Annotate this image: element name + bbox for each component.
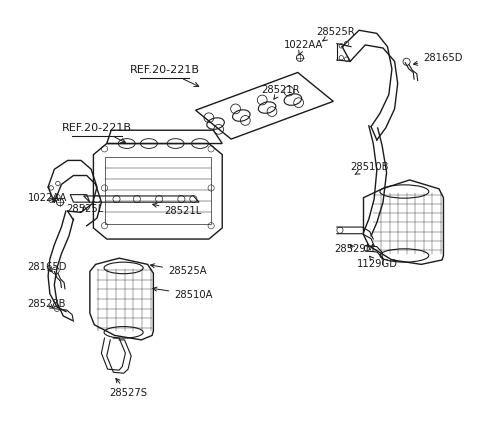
Text: 28510A: 28510A xyxy=(153,287,213,299)
Text: 28521L: 28521L xyxy=(153,203,202,216)
Text: 1129GD: 1129GD xyxy=(356,256,397,270)
Text: REF.20-221B: REF.20-221B xyxy=(62,123,132,143)
Text: 28528B: 28528B xyxy=(28,299,66,309)
Text: 28525R: 28525R xyxy=(316,26,355,41)
Text: 28527S: 28527S xyxy=(109,379,147,398)
Text: 28529M: 28529M xyxy=(334,244,374,254)
Text: 28165D: 28165D xyxy=(28,262,67,272)
Text: 28521R: 28521R xyxy=(261,85,300,99)
Text: 1022AA: 1022AA xyxy=(28,193,67,203)
Text: 28510B: 28510B xyxy=(350,162,389,174)
Text: 1022AA: 1022AA xyxy=(284,40,323,55)
Text: REF.20-221B: REF.20-221B xyxy=(130,65,200,86)
Text: 28525A: 28525A xyxy=(151,264,207,277)
Text: 28525L: 28525L xyxy=(66,204,103,214)
Text: 28165D: 28165D xyxy=(413,53,463,65)
